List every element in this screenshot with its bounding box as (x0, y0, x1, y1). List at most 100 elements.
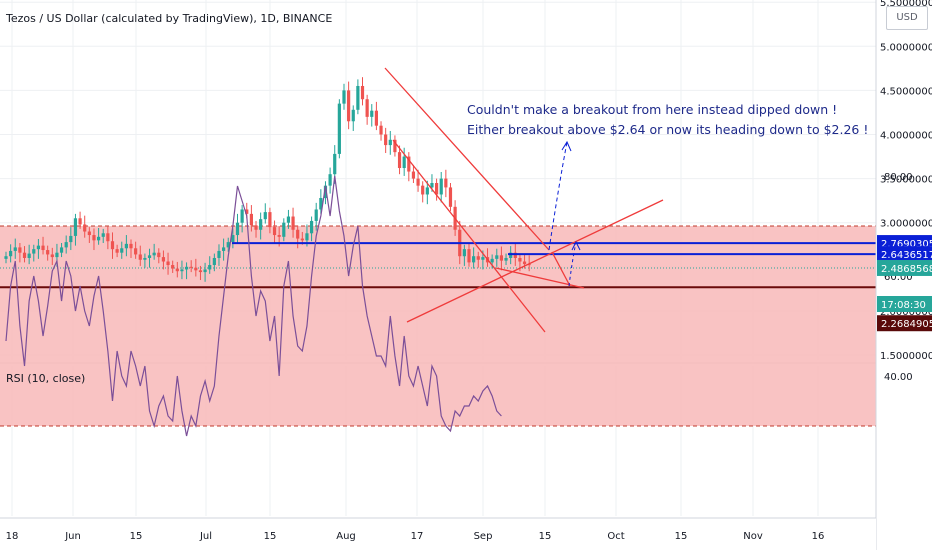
candle-body (384, 134, 388, 146)
candle-body (78, 218, 82, 225)
candle-body (416, 178, 420, 186)
candle-body (50, 254, 54, 258)
candle-body (212, 257, 216, 266)
candle-body (249, 213, 253, 226)
time-tick-label: Oct (607, 531, 624, 542)
candle-body (272, 227, 277, 236)
candle-body (407, 156, 411, 172)
candle-body (439, 178, 443, 195)
annotation-line-1: Couldn't make a breakout from here inste… (467, 102, 838, 117)
candle-body (448, 187, 453, 207)
candle-body (393, 139, 397, 153)
candle-body (277, 235, 281, 237)
candle-body (351, 109, 355, 122)
candle-body (129, 243, 133, 249)
candle-body (296, 229, 300, 239)
candle-body (152, 252, 156, 256)
candle-body (222, 247, 226, 251)
breakout-projection-path (548, 141, 568, 251)
candle-body (101, 233, 105, 237)
candle-body (434, 183, 439, 195)
candle-body (87, 231, 91, 236)
candle-body (522, 261, 527, 265)
candle-body (41, 245, 45, 251)
candle-body (356, 85, 360, 110)
candle-body (124, 243, 128, 249)
price-tick-label: 4.0000000 (880, 131, 932, 142)
time-tick-label: 16 (812, 531, 825, 542)
candle-body (379, 125, 383, 135)
rsi-line-series (5, 175, 502, 437)
candle-body (328, 174, 332, 186)
candle-body (323, 185, 328, 199)
candle-body (527, 264, 531, 266)
candle-body (157, 252, 161, 258)
time-tick-label: Nov (743, 531, 763, 542)
candle-body (518, 257, 522, 262)
rsi-legend[interactable]: RSI (10, close) (6, 372, 86, 385)
candle-body (36, 245, 41, 250)
candle-body (467, 249, 471, 263)
candle-body (161, 257, 166, 262)
candle-body (374, 110, 378, 126)
time-tick-label: 15 (264, 531, 277, 542)
candle-body (27, 253, 31, 258)
candle-body (175, 268, 179, 272)
candle-body (291, 216, 295, 230)
candle-body (115, 249, 119, 253)
candle-body (472, 256, 476, 263)
candle-body (180, 269, 184, 272)
candle-body (268, 212, 272, 228)
price-tick-label: 5.5000000 (880, 0, 932, 9)
dip-line (551, 251, 571, 287)
candle-body (143, 257, 147, 260)
candle-body (64, 242, 68, 248)
price-label-current (877, 259, 932, 276)
candle-body (235, 222, 240, 236)
price-label-text: 2.6436517 (881, 250, 932, 261)
candle-body (513, 252, 517, 258)
candle-body (490, 258, 494, 263)
candle-body (171, 265, 175, 269)
trend-drawings (0, 67, 876, 333)
price-tick-label: 5.0000000 (880, 42, 932, 53)
time-tick-label: Jun (64, 531, 81, 542)
candle-body (13, 247, 17, 251)
candle-body (59, 247, 64, 253)
candle-body (110, 241, 115, 250)
arrow-head (561, 140, 572, 152)
candle-body (69, 235, 73, 243)
symbol-legend[interactable]: Tezos / US Dollar (calculated by Trading… (6, 12, 333, 25)
candle-body (208, 265, 212, 270)
candle-body (370, 110, 374, 117)
price-tick-label: 4.5000000 (880, 86, 932, 97)
candle-body (504, 257, 508, 261)
candle-body (509, 252, 513, 258)
candle-body (217, 250, 221, 258)
candle-body (305, 233, 309, 241)
candle-body (245, 209, 249, 214)
candle-body (147, 255, 152, 258)
channel-bottom-line (392, 139, 546, 333)
candle-body (203, 269, 207, 273)
price-tick-label: 3.5000000 (880, 175, 932, 186)
candle-body (134, 248, 138, 255)
candle-body (138, 254, 142, 260)
candle-body (120, 248, 124, 253)
candle-body (198, 270, 203, 273)
analysis-annotation: Couldn't make a breakout from here inste… (467, 100, 868, 140)
candle-body (337, 103, 341, 154)
candle-body (254, 225, 258, 230)
candle-body (55, 252, 59, 258)
price-label-support (877, 315, 932, 332)
candle-body (430, 183, 434, 188)
candle-body (365, 99, 369, 117)
rsi-tick-label: 40.00 (884, 372, 913, 383)
price-label-text: 2.4868568 (881, 264, 932, 275)
candle-body (226, 242, 230, 248)
candle-body (425, 187, 429, 195)
arrow-head (571, 240, 581, 251)
candle-body (282, 222, 286, 237)
currency-selector[interactable]: USD (886, 6, 928, 30)
